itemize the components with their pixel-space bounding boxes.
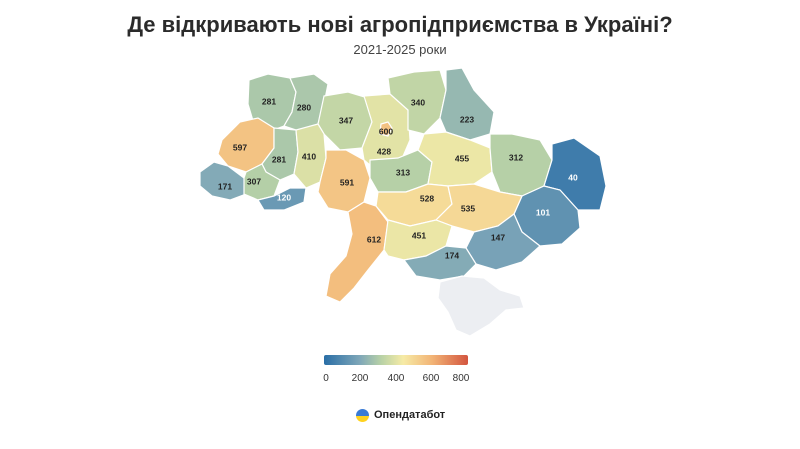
label-kyiv-city: 600 — [379, 126, 393, 136]
label-kharkiv: 312 — [509, 152, 523, 162]
label-vinnytsia: 591 — [340, 177, 354, 187]
label-luhansk: 40 — [568, 172, 578, 182]
label-kirovohrad: 528 — [420, 193, 434, 203]
label-volyn: 281 — [262, 96, 276, 106]
legend-color-bar — [324, 355, 468, 365]
label-kyiv-oblast: 428 — [377, 146, 391, 156]
label-khmelnytskyi: 410 — [302, 151, 316, 161]
label-chernihiv: 340 — [411, 97, 425, 107]
region-kyiv-city[interactable] — [379, 121, 393, 137]
legend-tick-3: 600 — [422, 373, 440, 384]
brand-logo: Опендатабот — [356, 407, 445, 423]
label-zaporizhzhia: 147 — [491, 232, 505, 242]
label-ivano-frankivsk: 307 — [247, 176, 261, 186]
region-luhansk[interactable] — [543, 137, 607, 211]
label-lviv: 597 — [233, 142, 247, 152]
brand-name: Опендатабот — [374, 409, 446, 421]
label-zhytomyr: 347 — [339, 115, 353, 125]
label-donetsk: 101 — [536, 207, 550, 217]
legend-tick-0: 0 — [323, 373, 329, 384]
label-dnipropetrovsk: 535 — [461, 203, 475, 213]
label-mykolaiv: 451 — [412, 230, 426, 240]
label-chernivtsi: 120 — [277, 192, 291, 202]
region-crimea — [437, 275, 525, 337]
label-zakarpattia: 171 — [218, 181, 232, 191]
region-sumy[interactable] — [439, 67, 495, 141]
flag-circle-icon — [356, 408, 369, 422]
label-sumy: 223 — [460, 114, 474, 124]
page-subtitle: 2021-2025 роки — [353, 42, 447, 57]
label-poltava: 455 — [455, 153, 469, 163]
region-odesa[interactable] — [325, 201, 389, 303]
page-title: Де відкривають нові агропідприємства в У… — [127, 12, 673, 37]
legend-tick-2: 400 — [387, 373, 405, 384]
label-ternopil: 281 — [272, 154, 286, 164]
label-kherson: 174 — [445, 250, 459, 260]
label-rivne: 280 — [297, 102, 311, 112]
legend-tick-1: 200 — [351, 373, 369, 384]
region-kherson[interactable] — [402, 245, 477, 281]
region-chernihiv[interactable] — [387, 69, 447, 135]
region-chernivtsi[interactable] — [257, 187, 307, 211]
legend-tick-4: 800 — [452, 373, 470, 384]
label-odesa: 612 — [367, 234, 381, 244]
label-cherkasy: 313 — [396, 167, 410, 177]
